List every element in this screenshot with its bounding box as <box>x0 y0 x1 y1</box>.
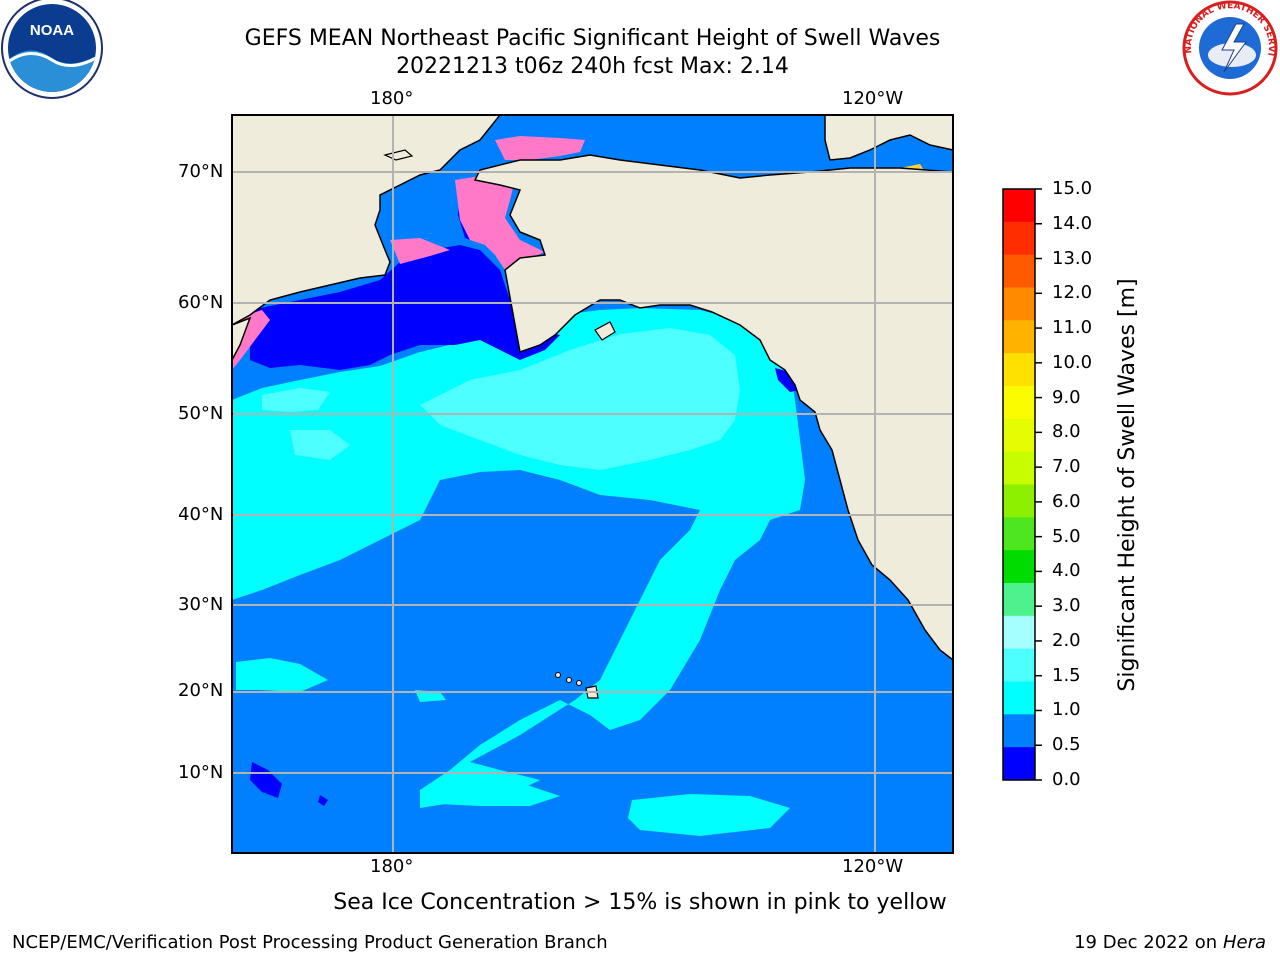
lat-label-40n: 40°N <box>178 504 224 525</box>
colorbar-tick-label: 8.0 <box>1052 421 1081 443</box>
lat-label-50n: 50°N <box>178 403 224 424</box>
colorbar-swatch <box>1003 418 1035 453</box>
swell-band-1-5 <box>628 794 790 836</box>
colorbar-tick-label: 2.0 <box>1052 629 1081 651</box>
sea-ice <box>390 238 450 264</box>
swell-band-0-0 <box>250 762 282 798</box>
map-area <box>232 115 953 853</box>
lon-label-top-120w: 120°W <box>842 88 904 109</box>
colorbar-swatch <box>1003 221 1035 256</box>
colorbar-tick-label: 4.0 <box>1052 560 1081 582</box>
colorbar-swatch <box>1003 353 1035 387</box>
noaa-logo-text: NOAA <box>30 22 74 39</box>
swell-band-1-5 <box>430 784 560 806</box>
sea-ice-note: Sea Ice Concentration > 15% is shown in … <box>333 890 947 915</box>
colorbar-tick-label: 0.0 <box>1052 769 1081 790</box>
colorbar-swatch <box>1003 320 1035 354</box>
date-value: 19 Dec 2022 on <box>1074 932 1218 953</box>
host-name: Hera <box>1222 932 1266 953</box>
swell-band-2-0 <box>420 328 740 470</box>
swell-band-0-0 <box>775 368 800 392</box>
colorbar-swatch <box>1003 714 1035 748</box>
lat-label-30n: 30°N <box>178 594 224 615</box>
map-subtitle: 20221213 t06z 240h fcst Max: 2.14 <box>396 54 789 79</box>
colorbar-tick-label: 10.0 <box>1052 351 1093 373</box>
credit-text: NCEP/EMC/Verification Post Processing Pr… <box>12 932 608 953</box>
colorbar-tick-label: 1.0 <box>1052 699 1081 721</box>
svg-text:NATIONAL WEATHER SERVICE: NATIONAL WEATHER SERVICE <box>0 0 1276 57</box>
colorbar-swatch <box>1003 648 1035 682</box>
colorbar-tick-label: 6.0 <box>1052 490 1081 512</box>
swell-band-1-5 <box>236 658 328 692</box>
colorbar-frame <box>1002 188 1036 781</box>
lon-label-bottom-180: 180° <box>370 856 414 877</box>
colorbar-tick-label: 1.5 <box>1052 664 1081 686</box>
swell-band-2-0 <box>262 388 330 412</box>
colorbar-swatch <box>1003 550 1035 584</box>
colorbar-swatch <box>1003 189 1035 223</box>
colorbar-swatch <box>1003 747 1035 781</box>
land-north-america <box>473 154 953 661</box>
swell-band-0-0 <box>318 795 328 806</box>
lat-label-60n: 60°N <box>178 292 224 313</box>
land-hawaii <box>576 680 582 686</box>
colorbar-swatch <box>1003 615 1035 650</box>
colorbar-swatch <box>1003 517 1035 551</box>
colorbar-tick-label: 11.0 <box>1052 317 1093 339</box>
lat-label-10n: 10°N <box>178 762 224 783</box>
colorbar-swatch <box>1003 484 1035 518</box>
land-hawaii <box>555 672 561 678</box>
land-asia <box>232 115 501 326</box>
colorbar-swatch <box>1003 681 1035 715</box>
colorbar-tick-label: 3.0 <box>1052 595 1081 617</box>
colorbar-swatch <box>1003 254 1035 288</box>
map-grid <box>232 115 953 853</box>
colorbar-tick-label: 9.0 <box>1052 386 1081 408</box>
colorbar-swatch <box>1003 583 1035 617</box>
land-island-kodiak <box>594 321 616 341</box>
lat-label-20n: 20°N <box>178 680 224 701</box>
nws-logo-text: NATIONAL WEATHER SERVICE <box>0 0 1276 57</box>
colorbar-label: Significant Height of Swell Waves [m] <box>1115 278 1140 692</box>
colorbar-tick-label: 5.0 <box>1052 525 1081 547</box>
swell-band-2-0 <box>290 430 350 460</box>
colorbar <box>1003 188 1042 781</box>
land-asia <box>232 316 252 361</box>
colorbar-tick-label: 0.5 <box>1052 734 1081 756</box>
colorbar-tick-label: 12.0 <box>1052 282 1093 304</box>
sea-ice <box>495 136 585 160</box>
date-text: 19 Dec 2022 on Hera <box>1074 932 1266 953</box>
colorbar-swatch <box>1003 451 1035 485</box>
land-north-america <box>824 115 953 161</box>
colorbar-tick-label: 14.0 <box>1052 212 1093 234</box>
lat-label-70n: 70°N <box>178 161 224 182</box>
land-hawaii <box>566 677 572 683</box>
colorbar-tick-label: 15.0 <box>1052 178 1093 199</box>
map-title: GEFS MEAN Northeast Pacific Significant … <box>244 26 941 51</box>
swell-band-0-0 <box>250 245 560 370</box>
lon-label-bottom-120w: 120°W <box>842 856 904 877</box>
noaa-logo: NOAA <box>1 0 103 99</box>
colorbar-tick-label: 13.0 <box>1052 247 1093 269</box>
colorbar-swatch <box>1003 386 1035 420</box>
colorbar-tick-label: 7.0 <box>1052 456 1081 478</box>
map-frame <box>231 114 954 854</box>
colorbar-swatch <box>1003 287 1035 321</box>
sea-ice <box>455 176 545 270</box>
lon-label-top-180: 180° <box>370 88 414 109</box>
nws-logo: NATIONAL WEATHER SERVICE <box>0 0 1278 96</box>
